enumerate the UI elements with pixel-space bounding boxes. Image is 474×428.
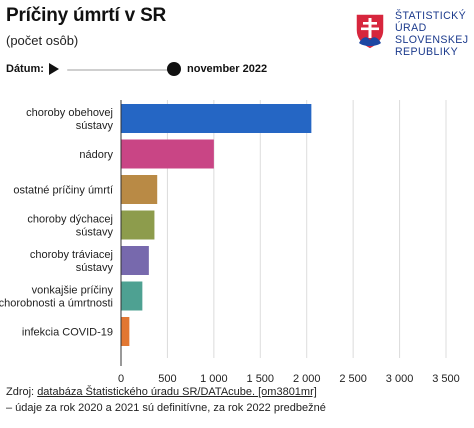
bar[interactable] — [121, 246, 149, 275]
org-line-4: REPUBLIKY — [395, 46, 459, 58]
chart-subtitle: (počet osôb) — [6, 33, 79, 48]
date-slider-thumb[interactable] — [167, 62, 181, 76]
category-label: nádory — [79, 149, 113, 161]
organization-name: ŠTATISTICKÝ ÚRAD SLOVENSKEJ REPUBLIKY — [395, 10, 468, 58]
org-line-1: ŠTATISTICKÝ — [395, 10, 467, 22]
date-control: Dátum: november 2022 — [6, 60, 276, 80]
bars — [121, 104, 312, 346]
x-axis-tick-labels: 0 500 1 000 1 500 2 000 2 500 3 000 3 500 — [118, 373, 460, 384]
bar[interactable] — [121, 210, 155, 240]
category-label: ostatné príčiny úmrtí — [13, 185, 113, 197]
grid-lines — [166, 100, 447, 358]
category-label: choroby obehovej — [26, 107, 113, 119]
organization-logo[interactable]: ŠTATISTICKÝ ÚRAD SLOVENSKEJ REPUBLIKY — [354, 10, 469, 60]
bar[interactable] — [121, 104, 312, 133]
date-label: Dátum: — [6, 63, 44, 75]
category-label: sústavy — [76, 227, 114, 239]
date-slider-track[interactable] — [67, 69, 173, 71]
bar[interactable] — [121, 281, 143, 311]
x-tick-label: 2 500 — [339, 373, 367, 384]
org-line-3: SLOVENSKEJ — [395, 34, 469, 46]
date-value: november 2022 — [187, 63, 268, 75]
x-tick-label: 3 500 — [432, 373, 460, 384]
bar[interactable] — [121, 317, 130, 346]
bar[interactable] — [121, 175, 158, 204]
source-link[interactable]: databáza Štatistického úradu SR/DATAcube… — [37, 386, 317, 398]
category-label: sústavy — [76, 262, 114, 274]
category-label: sústavy — [76, 120, 114, 132]
x-tick-label: 1 000 — [200, 373, 228, 384]
x-tick-label: 0 — [118, 373, 124, 384]
source-prefix: Zdroj: — [6, 386, 38, 398]
data-note: – údaje za rok 2020 a 2021 sú definitívn… — [6, 402, 326, 414]
category-label: chorobnosti a úmrtnosti — [0, 298, 113, 310]
source-note: Zdroj: databáza Štatistického úradu SR/D… — [6, 384, 326, 416]
category-label: vonkajšie príčiny — [32, 285, 114, 297]
x-tick-label: 500 — [158, 373, 176, 384]
category-label: infekcia COVID-19 — [22, 327, 113, 339]
play-button[interactable] — [49, 63, 59, 75]
category-label: choroby tráviacej — [30, 249, 113, 261]
org-line-2: ÚRAD — [395, 22, 427, 34]
category-label: choroby dýchacej — [27, 214, 113, 226]
bar[interactable] — [121, 139, 214, 169]
x-tick-label: 3 000 — [386, 373, 414, 384]
x-tick-label: 2 000 — [293, 373, 321, 384]
coat-of-arms-icon — [355, 13, 385, 50]
chart-title: Príčiny úmrtí v SR — [6, 5, 167, 26]
source-line: Zdroj: databáza Štatistického úradu SR/D… — [6, 384, 326, 400]
x-tick-label: 1 500 — [247, 373, 275, 384]
